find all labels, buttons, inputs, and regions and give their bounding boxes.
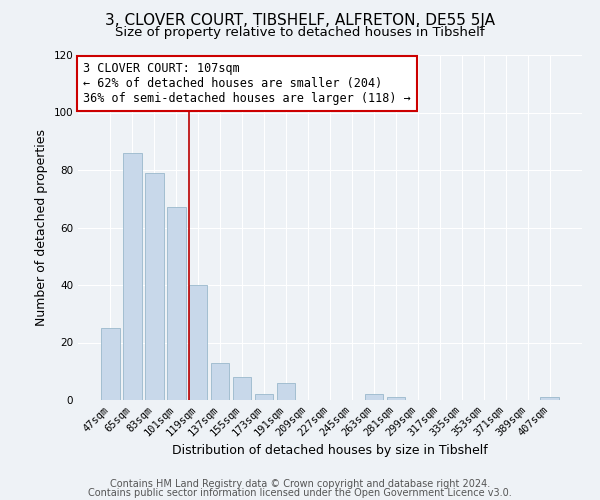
Bar <box>145 173 164 400</box>
Bar <box>277 383 295 400</box>
Bar <box>211 362 229 400</box>
Y-axis label: Number of detached properties: Number of detached properties <box>35 129 48 326</box>
Text: Contains public sector information licensed under the Open Government Licence v3: Contains public sector information licen… <box>88 488 512 498</box>
Bar <box>101 328 119 400</box>
X-axis label: Distribution of detached houses by size in Tibshelf: Distribution of detached houses by size … <box>172 444 488 457</box>
Text: Size of property relative to detached houses in Tibshelf: Size of property relative to detached ho… <box>115 26 485 39</box>
Bar <box>386 397 405 400</box>
Text: 3, CLOVER COURT, TIBSHELF, ALFRETON, DE55 5JA: 3, CLOVER COURT, TIBSHELF, ALFRETON, DE5… <box>105 12 495 28</box>
Bar <box>541 397 559 400</box>
Text: Contains HM Land Registry data © Crown copyright and database right 2024.: Contains HM Land Registry data © Crown c… <box>110 479 490 489</box>
Bar <box>123 153 142 400</box>
Bar <box>233 377 251 400</box>
Bar <box>255 394 274 400</box>
Text: 3 CLOVER COURT: 107sqm
← 62% of detached houses are smaller (204)
36% of semi-de: 3 CLOVER COURT: 107sqm ← 62% of detached… <box>83 62 411 105</box>
Bar <box>167 208 185 400</box>
Bar <box>189 285 208 400</box>
Bar <box>365 394 383 400</box>
